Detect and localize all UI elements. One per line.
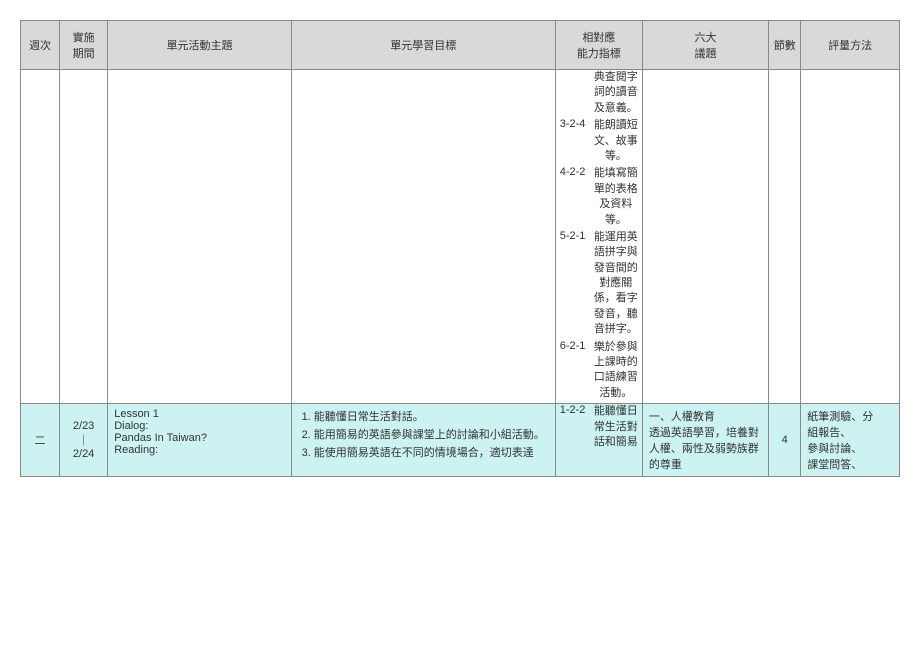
table-row: 典查閱字詞的讀音及意義。 3-2-4 能朗讀短文、故事等。 4-2-2 能填寫簡… [21, 70, 900, 404]
header-sessions: 節數 [769, 21, 801, 70]
table-header: 週次 實施 期間 單元活動主題 單元學習目標 相對應 能力指標 六大 議題 節數… [21, 21, 900, 70]
header-activity: 單元活動主題 [108, 21, 292, 70]
cell-sessions: 4 [769, 404, 801, 477]
assessment-line: 紙筆測驗、分 [807, 408, 893, 424]
indicator-code: 5-2-1 [556, 230, 594, 242]
cell-sessions [769, 70, 801, 404]
cell-topics: 一、人權教育 透過英語學習，培養對人權、兩性及弱勢族群的尊重 [642, 404, 768, 477]
indicator-text: 能運用英語拼字與發音間的對應關係，看字發音，聽音拼字。 [594, 230, 642, 338]
cell-assessment [801, 70, 900, 404]
indicator-text: 能聽懂日常生活對話和簡易 [594, 404, 642, 450]
cell-indicators: 1-2-2 能聽懂日常生活對話和簡易 [555, 404, 642, 477]
curriculum-table: 週次 實施 期間 單元活動主題 單元學習目標 相對應 能力指標 六大 議題 節數… [20, 20, 900, 477]
cell-objectives [291, 70, 555, 404]
indicator-code: 1-2-2 [556, 404, 594, 416]
indicator-text: 典查閱字詞的讀音及意義。 [594, 70, 642, 116]
assessment-line: 課堂問答、 [807, 456, 893, 472]
cell-objectives: 能聽懂日常生活對話。 能用簡易的英語參與課堂上的討論和小組活動。 能使用簡易英語… [291, 404, 555, 477]
objective-item: 能使用簡易英語在不同的情境場合，適切表達 [314, 444, 549, 460]
header-topics: 六大 議題 [642, 21, 768, 70]
cell-topics [642, 70, 768, 404]
cell-week [21, 70, 60, 404]
assessment-line: 參與討論、 [807, 440, 893, 456]
header-week: 週次 [21, 21, 60, 70]
header-objectives: 單元學習目標 [291, 21, 555, 70]
cell-week: 二 [21, 404, 60, 477]
header-indicators: 相對應 能力指標 [555, 21, 642, 70]
cell-activity [108, 70, 292, 404]
assessment-line: 組報告、 [807, 424, 893, 440]
indicator-code: 3-2-4 [556, 118, 594, 130]
cell-indicators: 典查閱字詞的讀音及意義。 3-2-4 能朗讀短文、故事等。 4-2-2 能填寫簡… [555, 70, 642, 404]
indicator-text: 能填寫簡單的表格及資料等。 [594, 166, 642, 228]
objective-item: 能用簡易的英語參與課堂上的討論和小組活動。 [314, 426, 549, 442]
objective-item: 能聽懂日常生活對話。 [314, 408, 549, 424]
indicator-code: 4-2-2 [556, 166, 594, 178]
cell-activity: Lesson 1 Dialog: Pandas In Taiwan? Readi… [108, 404, 292, 477]
indicator-text: 樂於參與上課時的口語練習活動。 [594, 340, 642, 402]
table-row: 二 2/23 ｜ 2/24 Lesson 1 Dialog: Pandas In… [21, 404, 900, 477]
indicator-text: 能朗讀短文、故事等。 [594, 118, 642, 164]
cell-period: 2/23 ｜ 2/24 [60, 404, 108, 477]
header-assessment: 評量方法 [801, 21, 900, 70]
indicator-code: 6-2-1 [556, 340, 594, 352]
cell-period [60, 70, 108, 404]
header-period: 實施 期間 [60, 21, 108, 70]
cell-assessment: 紙筆測驗、分 組報告、 參與討論、 課堂問答、 [801, 404, 900, 477]
